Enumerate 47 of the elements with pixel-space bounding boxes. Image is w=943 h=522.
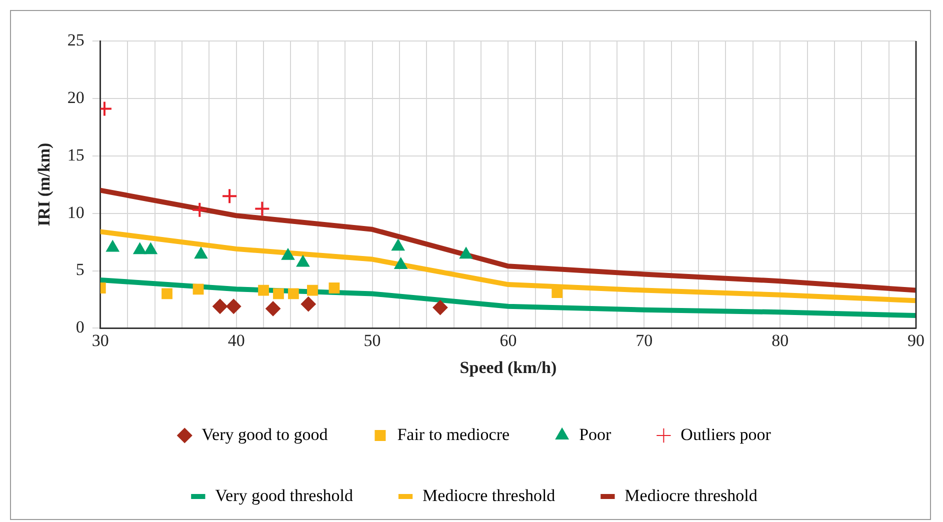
y-tick-label: 0 xyxy=(76,318,84,337)
point xyxy=(392,239,405,251)
legend-label: Fair to mediocre xyxy=(397,424,510,444)
x-tick-label: 30 xyxy=(92,330,109,350)
point xyxy=(300,296,316,312)
legend-label: Very good to good xyxy=(202,424,328,444)
y-tick-label: 15 xyxy=(67,145,84,164)
y-tick-label: 25 xyxy=(67,30,84,50)
point xyxy=(192,284,204,295)
legend-label: Outliers poor xyxy=(680,424,772,444)
y-tick-label: 20 xyxy=(67,88,84,107)
x-tick-label: 40 xyxy=(228,330,245,350)
y-tick-label: 5 xyxy=(76,260,84,280)
point xyxy=(328,282,340,294)
y-tick-label: 10 xyxy=(67,202,84,222)
point xyxy=(222,188,238,204)
point xyxy=(106,240,120,252)
x-tick-label: 70 xyxy=(636,330,653,350)
point xyxy=(288,288,299,300)
x-tick-label: 60 xyxy=(500,330,517,350)
point xyxy=(552,287,563,298)
point xyxy=(133,242,146,254)
y-axis-title: IRI (m/km) xyxy=(34,142,54,226)
point xyxy=(296,255,310,267)
point xyxy=(194,247,208,259)
point xyxy=(258,284,269,296)
point xyxy=(192,202,208,218)
point xyxy=(281,248,295,260)
legend-label: Very good threshold xyxy=(215,486,354,505)
point xyxy=(307,284,318,296)
point xyxy=(432,300,448,316)
point xyxy=(394,258,408,270)
legend-label: Mediocre threshold xyxy=(624,486,758,505)
point xyxy=(460,247,473,259)
x-tick-label: 90 xyxy=(908,330,924,350)
point xyxy=(144,242,158,254)
point xyxy=(273,288,284,300)
x-tick-label: 50 xyxy=(364,330,381,350)
legend-label: Poor xyxy=(579,424,612,444)
point xyxy=(162,288,172,300)
point xyxy=(226,298,242,314)
point xyxy=(212,298,228,314)
x-tick-label: 80 xyxy=(772,330,789,350)
point xyxy=(254,200,270,217)
x-axis-title: Speed (km/h) xyxy=(460,358,557,378)
point xyxy=(266,301,281,316)
legend-label: Mediocre threshold xyxy=(422,486,556,505)
